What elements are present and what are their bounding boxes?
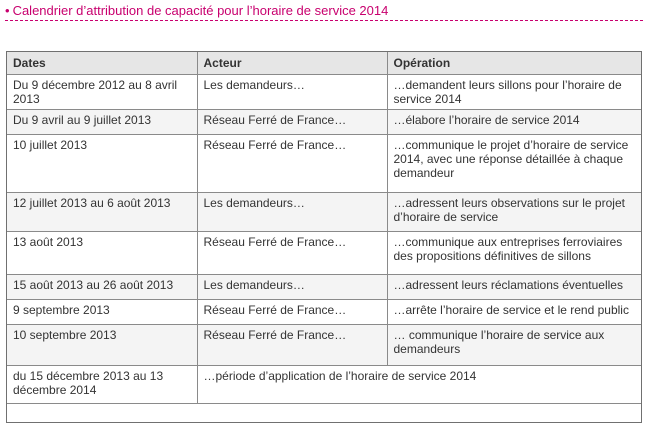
table-row: 10 juillet 2013 Réseau Ferré de France… … (7, 134, 641, 193)
table-row: du 15 décembre 2013 au 13 décembre 2014 … (7, 365, 641, 404)
bullet-icon: • (5, 3, 10, 18)
table-row: 9 septembre 2013 Réseau Ferré de France…… (7, 299, 641, 325)
schedule-table: Dates Acteur Opération Du 9 décembre 201… (7, 52, 641, 404)
cell-acteur: Réseau Ferré de France… (196, 134, 388, 193)
section-heading-text: Calendrier d’attribution de capacité pou… (12, 3, 389, 18)
cell-operation: …adressent leurs observations sur le pro… (386, 192, 641, 232)
cell-acteur: Les demandeurs… (196, 74, 388, 110)
cell-dates: 9 septembre 2013 (7, 299, 198, 325)
cell-dates: Du 9 avril au 9 juillet 2013 (7, 109, 198, 135)
table-row: 12 juillet 2013 au 6 août 2013 Les deman… (7, 192, 641, 232)
cell-acteur: Réseau Ferré de France… (196, 299, 388, 325)
cell-operation: … communique l’horaire de service aux de… (386, 324, 641, 366)
cell-acteur: Réseau Ferré de France… (196, 109, 388, 135)
table-row: 10 septembre 2013 Réseau Ferré de France… (7, 324, 641, 366)
table-row: Du 9 avril au 9 juillet 2013 Réseau Ferr… (7, 109, 641, 135)
cell-dates: du 15 décembre 2013 au 13 décembre 2014 (7, 365, 198, 404)
cell-operation: …demandent leurs sillons pour l’horaire … (386, 74, 641, 110)
column-header-acteur: Acteur (196, 52, 388, 75)
table-row: Du 9 décembre 2012 au 8 avril 2013 Les d… (7, 74, 641, 110)
cell-dates: 13 août 2013 (7, 231, 198, 275)
cell-dates: 15 août 2013 au 26 août 2013 (7, 274, 198, 300)
cell-operation-merged: …période d’application de l’horaire de s… (196, 365, 641, 404)
heading-dashed-divider (5, 20, 643, 21)
cell-dates: 10 juillet 2013 (7, 134, 198, 193)
cell-acteur: Réseau Ferré de France… (196, 231, 388, 275)
table-header-row: Dates Acteur Opération (7, 52, 641, 75)
cell-acteur: Les demandeurs… (196, 274, 388, 300)
cell-operation: …adressent leurs réclamations éventuelle… (386, 274, 641, 300)
table-row: 15 août 2013 au 26 août 2013 Les demande… (7, 274, 641, 300)
cell-acteur: Les demandeurs… (196, 192, 388, 232)
column-header-operation: Opération (386, 52, 641, 75)
section-heading: • Calendrier d’attribution de capacité po… (5, 2, 643, 20)
schedule-table-container: Dates Acteur Opération Du 9 décembre 201… (6, 51, 642, 423)
table-row: 13 août 2013 Réseau Ferré de France… …co… (7, 231, 641, 275)
cell-operation: …arrête l’horaire de service et le rend … (386, 299, 641, 325)
cell-acteur: Réseau Ferré de France… (196, 324, 388, 366)
cell-operation: …communique le projet d’horaire de servi… (386, 134, 641, 193)
cell-operation: …communique aux entreprises ferroviaires… (386, 231, 641, 275)
cell-dates: 10 septembre 2013 (7, 324, 198, 366)
cell-dates: 12 juillet 2013 au 6 août 2013 (7, 192, 198, 232)
cell-dates: Du 9 décembre 2012 au 8 avril 2013 (7, 74, 198, 110)
cell-operation: …élabore l’horaire de service 2014 (386, 109, 641, 135)
column-header-dates: Dates (7, 52, 198, 75)
